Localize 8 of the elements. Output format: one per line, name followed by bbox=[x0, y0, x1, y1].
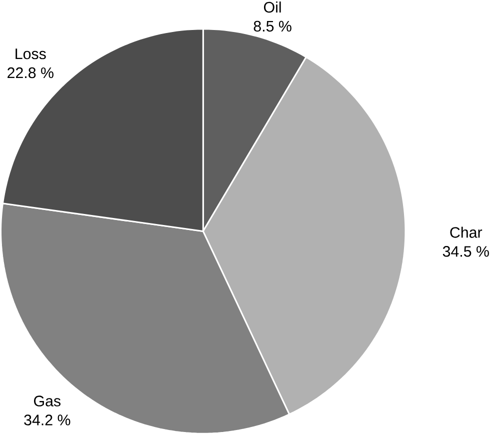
data-label: 8.5 % bbox=[254, 20, 292, 32]
data-label: 34.2 % bbox=[24, 414, 70, 426]
slice-label: Gas bbox=[34, 395, 61, 406]
slice-label: Oil bbox=[264, 1, 281, 12]
slice-label: Loss bbox=[16, 48, 46, 59]
slice-label: Char bbox=[450, 226, 482, 238]
data-label: 22.8 % bbox=[8, 67, 54, 78]
data-label: 34.5 % bbox=[442, 246, 489, 257]
